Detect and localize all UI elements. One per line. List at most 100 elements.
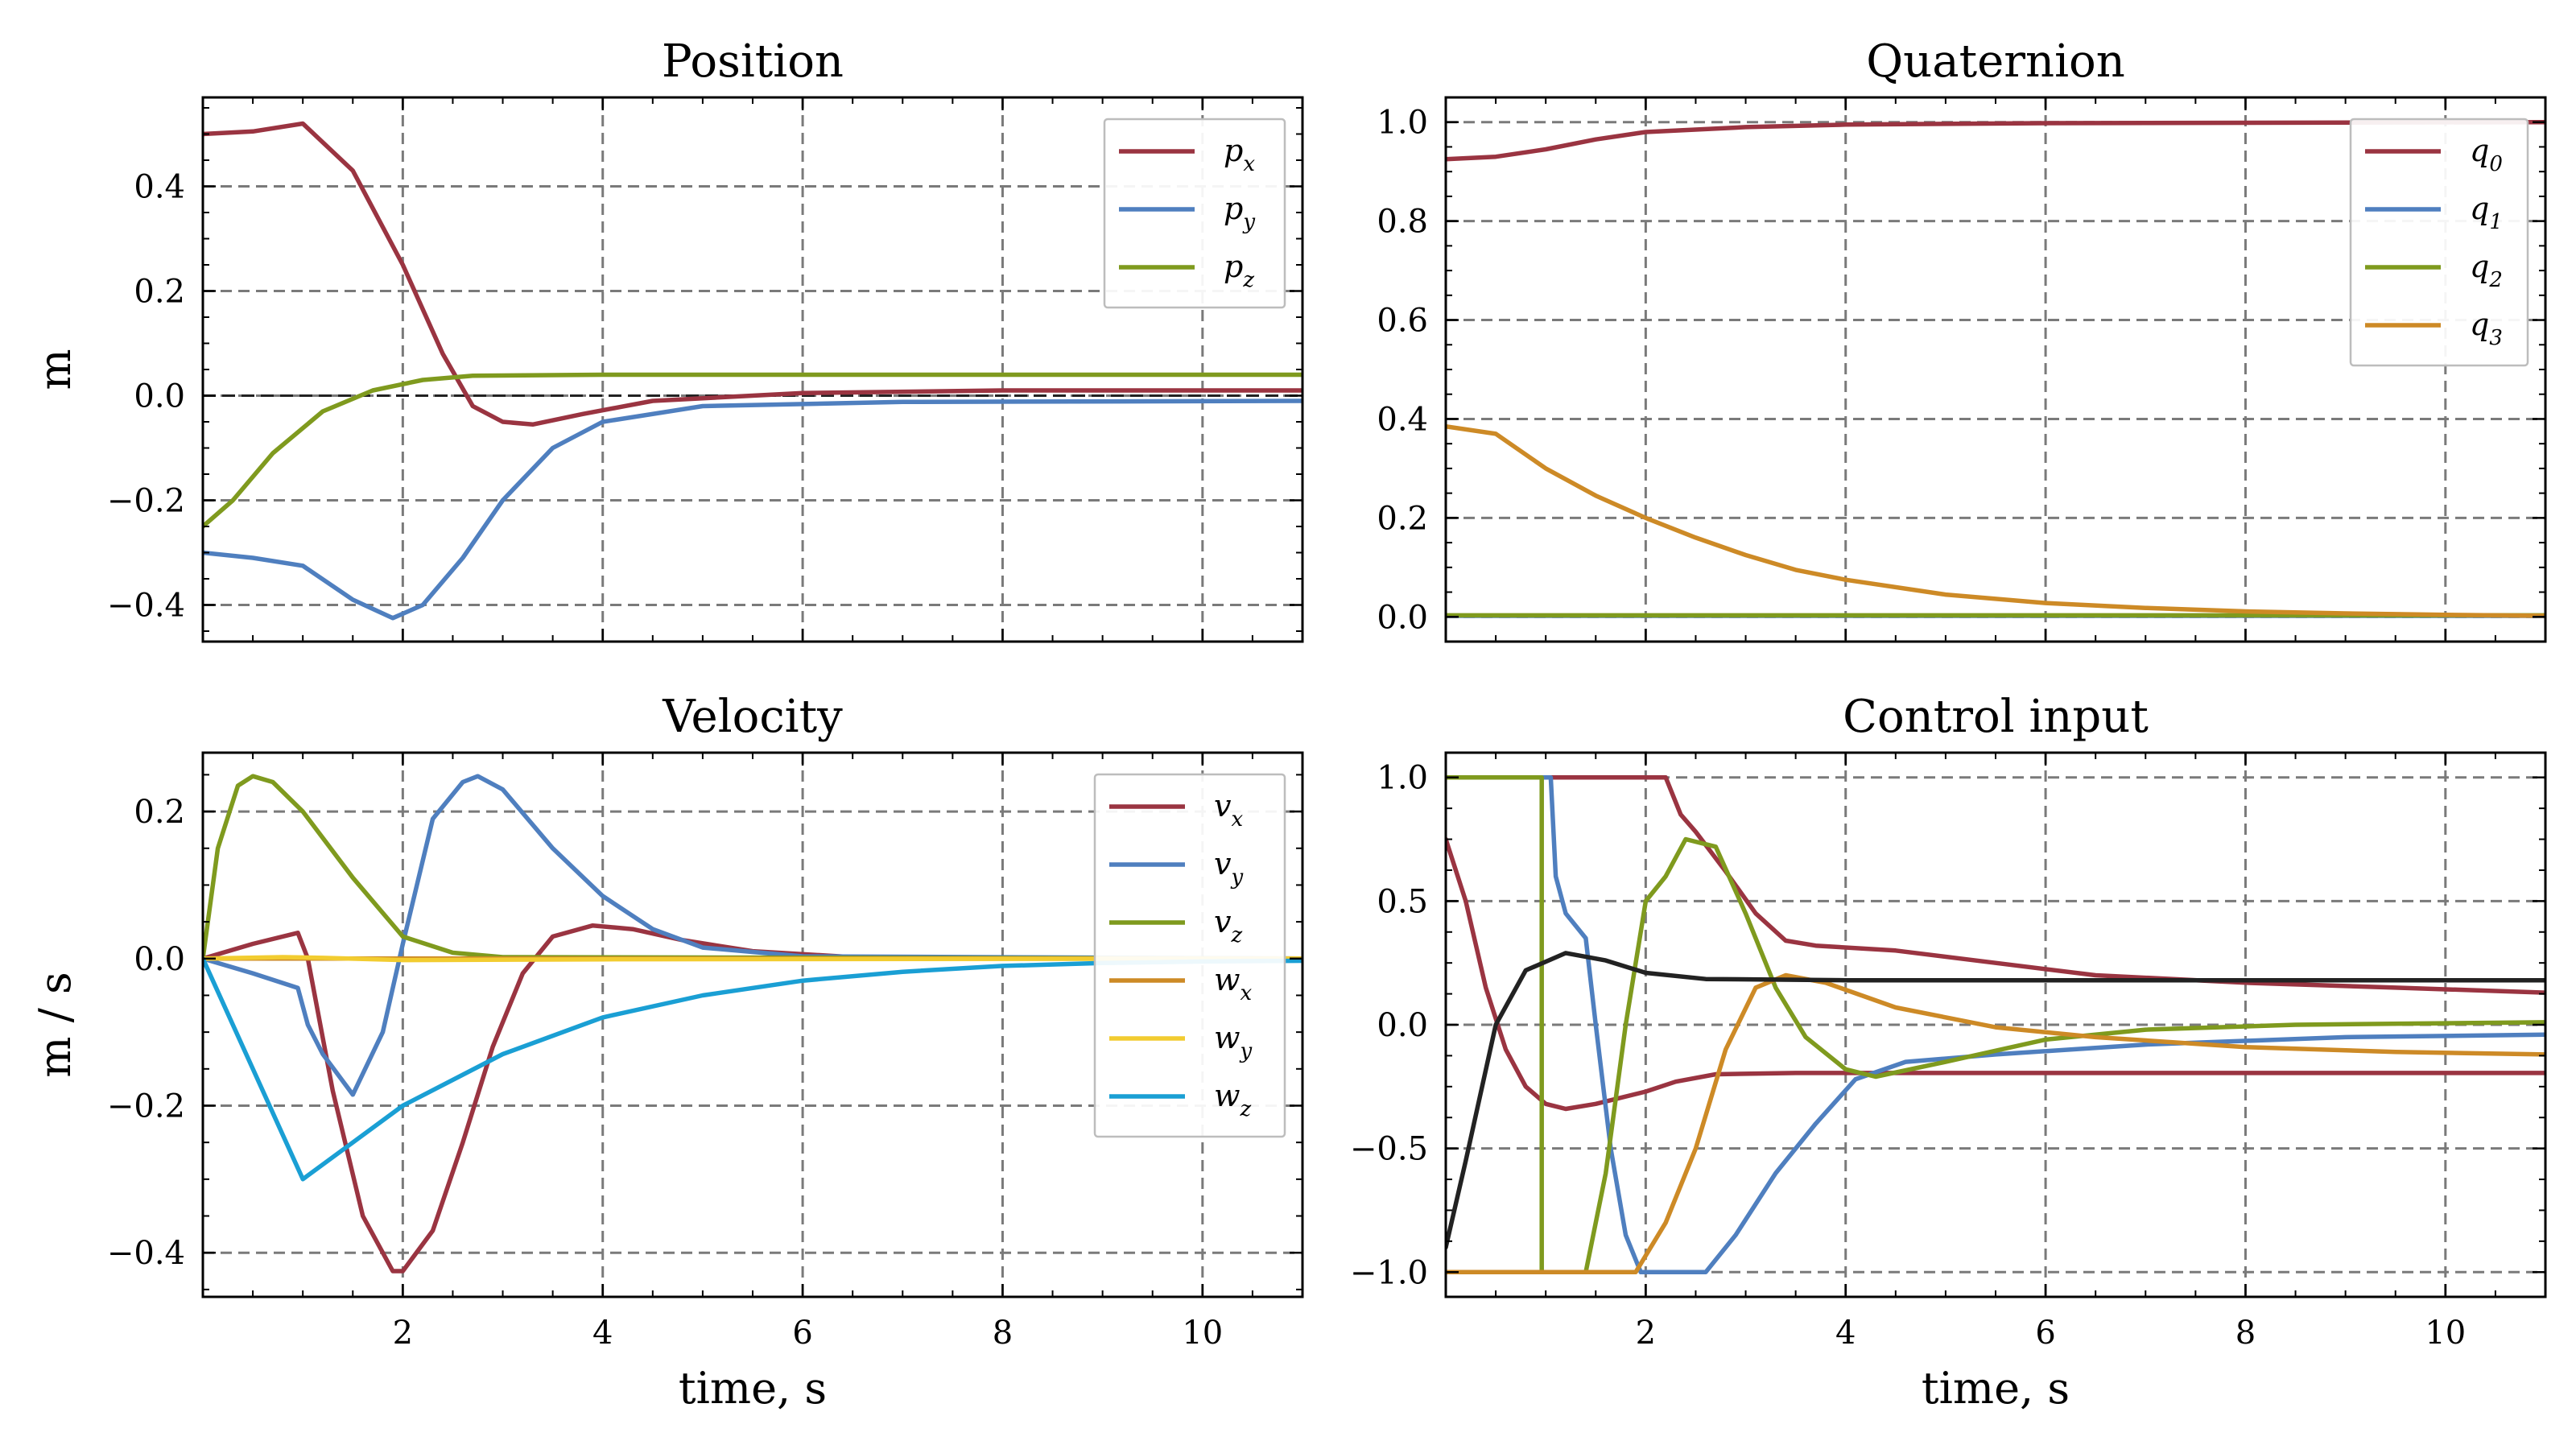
y-tick-label: 0.6 <box>1377 303 1428 340</box>
legend-label-vx: vx <box>1214 788 1243 832</box>
y-tick-label: 0.2 <box>134 794 185 831</box>
series-line-px <box>203 121 1302 427</box>
legend-label-subscript: 3 <box>2489 326 2503 350</box>
y-tick-label: 0.4 <box>134 169 185 206</box>
y-tick-label: −0.4 <box>107 588 185 625</box>
legend-label-q1: q1 <box>2470 191 2503 234</box>
series-line-vy <box>203 774 1302 1097</box>
series-line-wz <box>203 956 1302 1182</box>
y-axis-label: m <box>30 349 80 390</box>
legend-label-symbol: q <box>2470 249 2489 284</box>
legend-label-subscript: z <box>1230 923 1242 947</box>
legend-label-pz: pz <box>1224 249 1254 292</box>
x-tick-label: 6 <box>2035 1315 2055 1352</box>
series-line-vz <box>203 774 1302 961</box>
x-tick-label: 4 <box>592 1315 613 1352</box>
y-tick-label: −0.5 <box>1350 1131 1428 1168</box>
series-line-u3 <box>1446 774 2545 1275</box>
legend-box <box>2349 118 2529 367</box>
legend-label-symbol: w <box>1214 1078 1241 1113</box>
legend-label-symbol: q <box>2470 133 2489 168</box>
velocity-panel: 2 4 6 8 10 −0.4 −0.2 0.0 0.2 Velocity m / s time, s… <box>30 691 1304 1414</box>
legend-label-subscript: y <box>1230 865 1243 890</box>
legend-label-symbol: w <box>1214 1020 1241 1055</box>
y-axis-label: m / s <box>30 972 80 1077</box>
legend-label-subscript: x <box>1243 152 1255 176</box>
series-line-u0 <box>1446 836 2545 1112</box>
y-tick-label: −0.2 <box>107 483 185 520</box>
legend-label-subscript: 0 <box>2489 152 2503 176</box>
chart-title: Quaternion <box>1866 35 2125 88</box>
legend-label-symbol: p <box>1224 249 1243 284</box>
axes-frame <box>1444 751 2547 1298</box>
legend-label-symbol: w <box>1214 962 1241 997</box>
y-tick-label: 0.5 <box>1377 883 1428 920</box>
series-group <box>203 121 1302 621</box>
control-input-panel: 2 4 6 8 10 −1.0 −0.5 0.0 0.5 1.0 Control input time… <box>1350 691 2547 1414</box>
y-tick-label: 0.0 <box>1377 1007 1428 1044</box>
chart-title: Control input <box>1843 691 2149 743</box>
legend-label-symbol: p <box>1224 191 1243 226</box>
axes-frame <box>1444 96 2547 643</box>
y-tick-label: 1.0 <box>1377 760 1428 797</box>
series-line-u2 <box>1446 774 2545 1275</box>
x-tick-label: 6 <box>792 1315 812 1352</box>
legend-label-wz: wz <box>1214 1078 1252 1121</box>
legend-label-vy: vy <box>1214 846 1243 890</box>
series-line-q3 <box>1446 423 2545 618</box>
legend-label-subscript: 2 <box>2488 268 2503 292</box>
y-tick-label: −0.2 <box>107 1088 185 1125</box>
series-line-pz <box>203 372 1302 529</box>
legend-label-symbol: v <box>1214 904 1232 939</box>
x-tick-label: 8 <box>993 1315 1013 1352</box>
legend-label-q3: q3 <box>2470 307 2503 350</box>
x-tick-label: 10 <box>2425 1315 2466 1352</box>
chart-title: Position <box>662 35 844 88</box>
legend-label-wy: wy <box>1214 1020 1253 1063</box>
legend-label-py: py <box>1224 191 1255 234</box>
series-line-u5 <box>1446 951 2545 1250</box>
legend-label-symbol: v <box>1214 788 1232 824</box>
legend-label-q2: q2 <box>2470 249 2503 292</box>
legend-label-symbol: q <box>2470 191 2489 226</box>
y-tick-label: 0.4 <box>1377 401 1428 438</box>
axes-frame <box>201 751 1304 1298</box>
chart-title: Velocity <box>662 691 843 743</box>
series-line-q0 <box>1446 119 2545 162</box>
series-group <box>1446 774 2545 1275</box>
legend-label-q0: q0 <box>2470 133 2503 176</box>
x-axis-label: time, s <box>679 1363 827 1414</box>
y-tick-label: 0.0 <box>134 378 185 415</box>
legend-label-subscript: y <box>1242 210 1255 234</box>
legend-label-wx: wx <box>1214 962 1253 1005</box>
series-group <box>203 774 1302 1274</box>
series-line-wy <box>203 955 1302 963</box>
legend-label-symbol: q <box>2470 307 2489 342</box>
y-tick-label: 0.2 <box>134 274 185 311</box>
y-tick-label: 0.0 <box>1377 599 1428 636</box>
x-tick-label: 10 <box>1182 1315 1223 1352</box>
legend-label-subscript: z <box>1240 1097 1252 1121</box>
legend-label-px: px <box>1224 133 1255 176</box>
legend-label-subscript: y <box>1240 1039 1253 1063</box>
x-axis-label: time, s <box>1922 1363 2070 1414</box>
series-line-py <box>203 398 1302 621</box>
legend-label-subscript: x <box>1231 807 1243 832</box>
y-tick-label: −0.4 <box>107 1235 185 1272</box>
legend-label-symbol: p <box>1224 133 1243 168</box>
legend-box <box>1093 773 1286 1138</box>
x-tick-label: 2 <box>393 1315 413 1352</box>
legend-label-vz: vz <box>1214 904 1242 947</box>
x-tick-label: 2 <box>1636 1315 1656 1352</box>
legend-label-subscript: z <box>1242 268 1254 292</box>
y-tick-label: 0.2 <box>1377 500 1428 537</box>
legend-label-symbol: v <box>1214 846 1232 881</box>
axes-frame <box>201 96 1304 643</box>
legend-label-subscript: 1 <box>2489 210 2503 234</box>
x-tick-label: 4 <box>1835 1315 1856 1352</box>
y-tick-label: −1.0 <box>1350 1254 1428 1291</box>
series-group <box>1446 119 2545 618</box>
